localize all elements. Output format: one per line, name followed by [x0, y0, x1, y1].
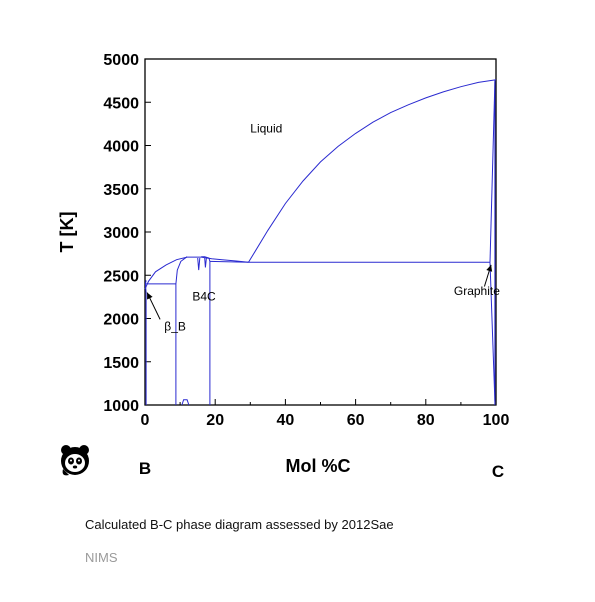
region-label: Graphite — [454, 284, 500, 298]
y-tick-label: 5000 — [103, 52, 139, 69]
phase-boundary-line-11 — [489, 262, 496, 402]
phase-boundary-line-8 — [181, 399, 190, 406]
y-tick-label: 1000 — [103, 398, 139, 415]
phase-boundary-line-5 — [144, 280, 147, 405]
phase-boundary-line-10 — [204, 257, 207, 268]
endpoint-label-left: B — [139, 459, 151, 478]
region-labels: Liquid B4C β_B Graphite — [164, 122, 500, 334]
y-tick-label: 2500 — [103, 268, 139, 285]
phase-boundary-line-7 — [201, 256, 211, 405]
phase-boundaries — [144, 79, 497, 406]
y-tick-label: 4500 — [103, 95, 139, 112]
x-tick-label: 80 — [417, 412, 435, 429]
arrowhead — [486, 264, 493, 272]
y-tick-label: 3000 — [103, 225, 139, 242]
x-tick-label: 20 — [206, 412, 224, 429]
source-credit: NIMS — [85, 550, 118, 565]
phase-boundary-line-2 — [209, 260, 490, 263]
region-label: B4C — [192, 289, 216, 303]
region-label: β_B — [164, 320, 186, 334]
y-axis-label: T [K] — [57, 212, 77, 253]
x-tick-label: 100 — [483, 412, 510, 429]
y-tick-label: 4000 — [103, 139, 139, 156]
phase-boundary-line-1 — [248, 79, 497, 263]
endpoint-label-right: C — [492, 462, 504, 481]
phase-boundary-line-12 — [489, 81, 496, 263]
y-tick-label: 1500 — [103, 355, 139, 372]
phase-boundary-line-9 — [197, 257, 201, 271]
y-tick-label: 2000 — [103, 312, 139, 329]
x-tick-label: 0 — [141, 412, 150, 429]
panda-icon — [61, 445, 89, 476]
plot-frame — [144, 58, 497, 406]
figure-caption: Calculated B-C phase diagram assessed by… — [85, 517, 394, 532]
axes: 0 20 40 60 80 100 1000 1500 2000 2500 3000 3500 4000… — [103, 52, 509, 429]
y-tick-label: 3500 — [103, 182, 139, 199]
phase-boundary-line-6 — [175, 256, 188, 405]
annotation-arrows — [146, 264, 493, 320]
region-label: Liquid — [250, 122, 282, 136]
x-axis-label: Mol %C — [286, 456, 351, 476]
x-tick-label: 40 — [277, 412, 295, 429]
x-tick-label: 60 — [347, 412, 365, 429]
arrowhead — [147, 292, 153, 300]
